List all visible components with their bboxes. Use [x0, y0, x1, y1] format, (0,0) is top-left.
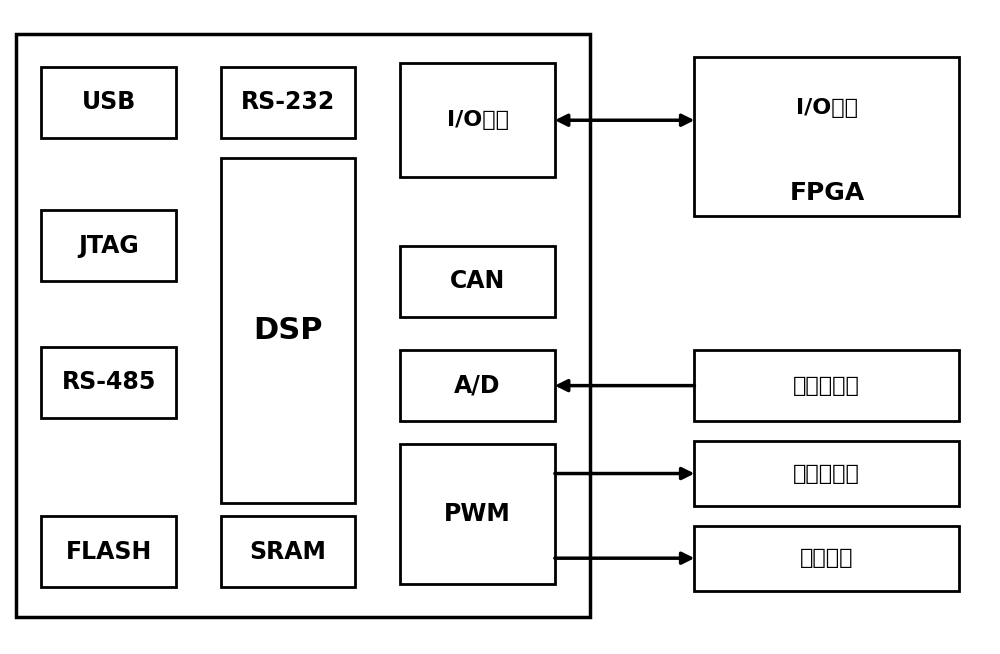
Bar	[400, 350, 555, 421]
Bar	[221, 158, 355, 503]
Text: DSP: DSP	[253, 316, 323, 345]
Bar	[694, 441, 959, 506]
Bar	[221, 516, 355, 587]
Text: SRAM: SRAM	[250, 540, 327, 564]
Text: 蜂鸣器报警: 蜂鸣器报警	[793, 464, 860, 483]
Text: 伺服单元: 伺服单元	[800, 548, 853, 568]
Bar	[694, 57, 959, 216]
Text: I/O接口: I/O接口	[796, 98, 858, 118]
Text: JTAG: JTAG	[78, 233, 139, 258]
Text: USB: USB	[81, 90, 136, 114]
Text: RS-485: RS-485	[61, 370, 156, 394]
Text: PWM: PWM	[444, 502, 511, 526]
Bar	[694, 350, 959, 421]
Bar	[41, 67, 176, 138]
Bar	[221, 67, 355, 138]
Bar	[41, 210, 176, 281]
Text: FLASH: FLASH	[65, 540, 152, 564]
Bar	[400, 63, 555, 177]
Text: CAN: CAN	[450, 269, 505, 294]
Text: I/O接口: I/O接口	[447, 111, 509, 130]
Text: FPGA: FPGA	[789, 182, 865, 205]
Text: RS-232: RS-232	[241, 90, 335, 114]
Bar	[41, 516, 176, 587]
Bar	[694, 526, 959, 591]
Text: A/D: A/D	[454, 373, 501, 398]
Bar	[16, 34, 590, 617]
Bar	[41, 347, 176, 418]
Bar	[400, 444, 555, 584]
Bar	[400, 246, 555, 317]
Text: 传感器单元: 传感器单元	[793, 375, 860, 396]
